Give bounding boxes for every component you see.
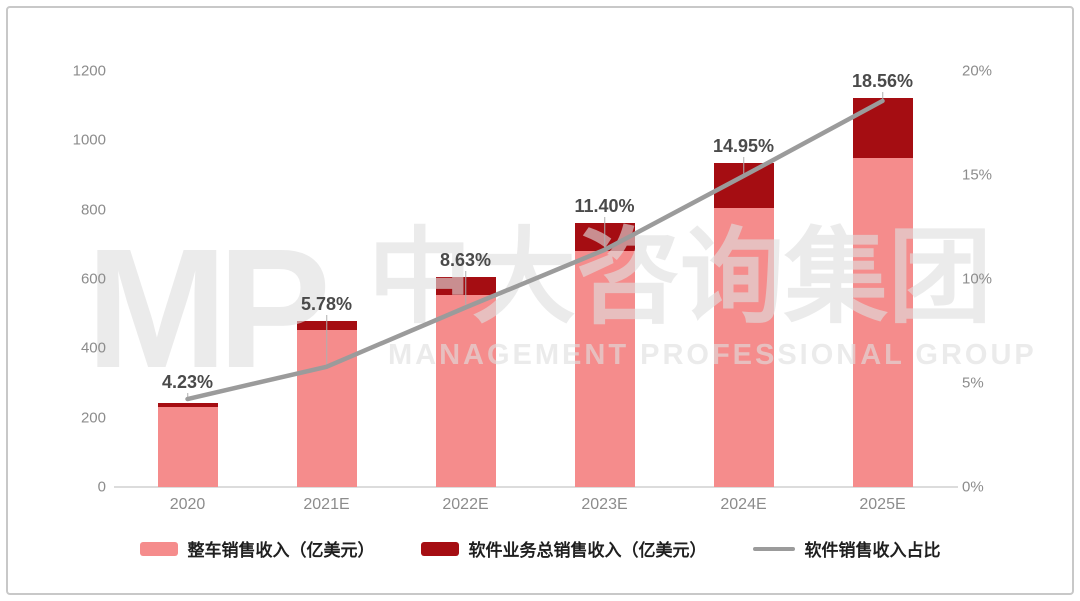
y-axis-left-tick: 1000 xyxy=(72,131,106,149)
y-axis-right-tick: 15% xyxy=(962,166,993,184)
bar-segment xyxy=(435,294,496,487)
y-axis-left-tick: 800 xyxy=(80,201,106,219)
label-leader-line xyxy=(186,393,189,400)
y-axis-left-tick: 200 xyxy=(80,409,106,427)
bar-segment xyxy=(852,157,913,487)
data-label: 5.78% xyxy=(300,293,353,314)
y-axis-right-tick: 5% xyxy=(962,374,984,392)
x-axis-label: 2021E xyxy=(303,496,350,513)
label-leader-line xyxy=(881,92,884,101)
legend-swatch xyxy=(139,541,178,556)
data-label: 11.40% xyxy=(574,195,635,216)
label-leader-line xyxy=(742,156,745,177)
y-axis-left-tick: 600 xyxy=(80,270,106,288)
y-axis-left-tick: 1200 xyxy=(72,62,106,80)
legend-swatch xyxy=(752,546,795,551)
y-axis-right-tick: 0% xyxy=(962,478,984,496)
legend-label: 软件销售收入占比 xyxy=(804,541,941,560)
label-leader-line xyxy=(603,216,606,250)
x-axis-label: 2020 xyxy=(169,496,206,513)
legend-item: 软件销售收入占比 xyxy=(752,536,941,561)
legend-swatch xyxy=(420,541,459,556)
y-axis-right-tick: 10% xyxy=(962,270,993,288)
legend-item: 软件业务总销售收入（亿美元） xyxy=(420,536,707,561)
x-axis-label: 2023E xyxy=(581,496,628,513)
y-axis-right-tick: 20% xyxy=(962,62,993,80)
x-axis-line xyxy=(114,486,958,488)
legend-label: 整车销售收入（亿美元） xyxy=(187,541,375,560)
x-axis-label: 2022E xyxy=(442,496,489,513)
card-border xyxy=(6,6,1074,595)
label-leader-line xyxy=(325,314,328,367)
bar-segment xyxy=(157,406,218,487)
data-label: 14.95% xyxy=(712,135,775,156)
bar-segment xyxy=(713,207,774,487)
data-label: 4.23% xyxy=(161,372,214,393)
bar-segment xyxy=(574,250,635,487)
y-axis-left-tick: 400 xyxy=(80,339,106,357)
legend-label: 软件业务总销售收入（亿美元） xyxy=(468,541,707,560)
data-label: 8.63% xyxy=(439,249,492,270)
data-label: 18.56% xyxy=(851,71,914,92)
bar-segment xyxy=(157,403,218,407)
bar-segment xyxy=(852,98,913,158)
x-axis-label: 2024E xyxy=(720,496,767,513)
x-axis-label: 2025E xyxy=(859,496,906,513)
label-leader-line xyxy=(464,270,467,308)
legend-item: 整车销售收入（亿美元） xyxy=(139,536,375,561)
chart-legend: 整车销售收入（亿美元） 软件业务总销售收入（亿美元） 软件销售收入占比 xyxy=(0,536,1080,561)
y-axis-left-tick: 0 xyxy=(97,478,106,496)
